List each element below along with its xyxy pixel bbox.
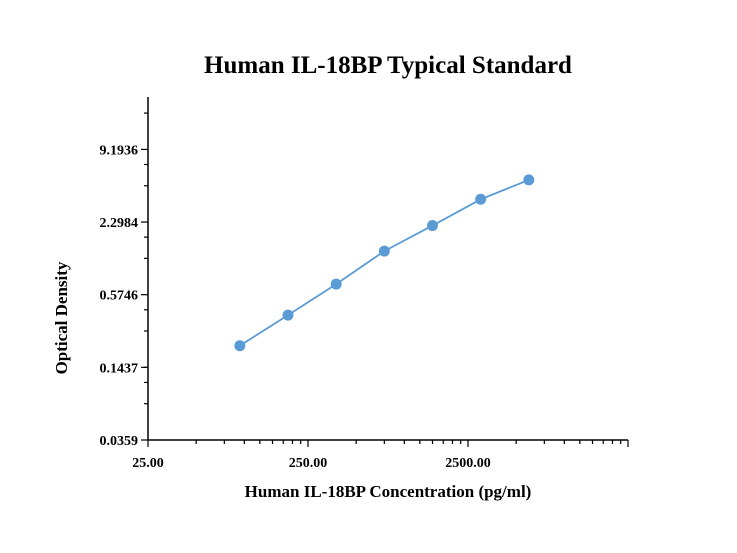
x-tick-label: 2500.00 [445,456,491,471]
y-tick-label: 0.1437 [100,361,139,376]
chart-title: Human IL-18BP Typical Standard [204,52,572,79]
y-tick-label: 0.0359 [100,434,139,449]
data-point [475,193,487,205]
x-tick-label: 250.00 [289,456,328,471]
data-point [523,174,535,186]
data-point [378,245,390,257]
series-line [239,179,530,347]
data-point [427,220,439,232]
data-point [330,278,342,290]
x-axis-label: Human IL-18BP Concentration (pg/ml) [244,482,532,501]
data-point [234,340,246,352]
y-tick-label: 9.1936 [100,143,139,158]
x-tick-label: 25.00 [132,456,164,471]
data-point [282,309,294,321]
y-axis-label: Optical Density [52,261,71,375]
y-tick-label: 2.2984 [100,216,139,231]
y-tick-label: 0.5746 [100,289,139,304]
